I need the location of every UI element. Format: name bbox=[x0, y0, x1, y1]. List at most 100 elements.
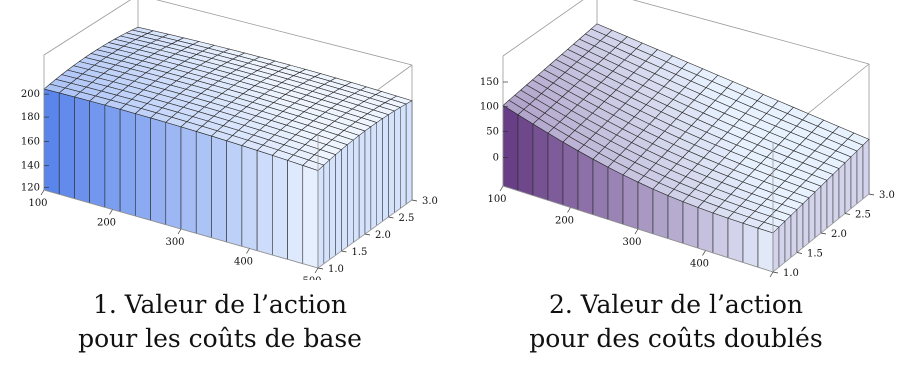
plot1-front-wall-strip bbox=[211, 135, 227, 243]
caption-1-line-1: 1. Valeur de l’action bbox=[92, 290, 348, 319]
plot2-front-wall-strip bbox=[517, 114, 534, 196]
plot2-front-wall-strip bbox=[532, 123, 549, 201]
plot1-side-wall-strip bbox=[317, 164, 325, 269]
plot2-front-wall-strip bbox=[607, 166, 624, 225]
plot2-y-tick-mark bbox=[868, 193, 875, 196]
plot2-front-wall-strip bbox=[577, 150, 594, 216]
caption-1: 1. Valeur de l’action pour les coûts de … bbox=[0, 288, 440, 356]
plot1-side-wall-strip bbox=[388, 110, 395, 218]
plot2-side-wall-strip bbox=[862, 138, 870, 200]
plot1-y-tick-label: 3.0 bbox=[422, 196, 438, 207]
plot1-side-wall-strip bbox=[405, 100, 413, 205]
plot1-front-wall-strip bbox=[58, 92, 75, 200]
plot1-front-wall-strip bbox=[135, 113, 151, 221]
caption-2: 2. Valeur de l’action pour des coûts dou… bbox=[455, 288, 897, 356]
plot2-side-wall-strip bbox=[838, 162, 846, 219]
plot2-front-wall-strip bbox=[697, 207, 714, 254]
plot2-side-wall-strip bbox=[820, 179, 828, 234]
plot1-x-tick-label: 400 bbox=[234, 257, 253, 268]
plot1-side-wall-strip bbox=[323, 159, 330, 265]
plot2-front-wall-strip bbox=[592, 158, 609, 220]
plot1-x-tick-mark bbox=[246, 248, 250, 254]
plot1-x-tick-label: 300 bbox=[165, 237, 184, 248]
plot2-x-tick-label: 400 bbox=[690, 259, 709, 270]
caption-1-line-2: pour les coûts de base bbox=[78, 324, 362, 353]
plot2-front-wall-strip bbox=[622, 174, 639, 230]
plot2-z-tick-label: 50 bbox=[486, 126, 499, 137]
plot2-side-wall-strip bbox=[784, 214, 792, 263]
plot2-y-tick-label: 2.5 bbox=[855, 210, 871, 221]
plot1-front-wall-strip bbox=[272, 154, 288, 260]
plot1-y-tick-label: 2.5 bbox=[399, 213, 415, 224]
plot2-box-edge-top-left bbox=[502, 0, 584, 57]
plot1-y-tick-mark bbox=[411, 199, 418, 202]
plot1-x-tick-mark bbox=[109, 209, 113, 215]
plot2-side-wall-strip bbox=[814, 185, 822, 239]
plot2-z-tick-label: 150 bbox=[480, 77, 499, 88]
plot2-front-wall-strip bbox=[757, 227, 774, 273]
plot2-x-tick-label: 200 bbox=[555, 216, 574, 227]
plot2-box-edge-top-back bbox=[632, 0, 870, 65]
plot2-z-tick-label: 100 bbox=[480, 102, 499, 113]
plot2-x-tick-mark bbox=[769, 271, 774, 278]
plot1-x-tick-mark bbox=[314, 267, 319, 274]
plot2-x-tick-mark bbox=[634, 228, 639, 235]
plot1-y-tick-mark bbox=[317, 267, 324, 270]
plot2-front-wall-strip bbox=[682, 201, 699, 249]
plot1-z-tick-label: 200 bbox=[21, 89, 40, 100]
plot2-side-wall-strip bbox=[826, 173, 834, 229]
plot2-y-tick-mark bbox=[796, 252, 803, 254]
plot2-side-wall-strip bbox=[802, 197, 810, 249]
plot1-z-tick-label: 140 bbox=[21, 161, 40, 172]
plot1-side-wall-strip bbox=[370, 122, 377, 231]
plot1-front-wall-strip bbox=[74, 96, 90, 204]
plot2-y-tick-mark bbox=[844, 213, 851, 215]
plot1-side-wall-strip bbox=[394, 107, 401, 214]
plot1-z-tick-label: 180 bbox=[21, 112, 40, 123]
plot1-z-tick-label: 160 bbox=[21, 136, 40, 147]
plot1-box-edge-top-left bbox=[43, 0, 131, 56]
plot2-y-tick-label: 3.0 bbox=[879, 190, 895, 201]
plot1-side-wall-strip bbox=[341, 144, 348, 252]
plot1-front-wall-strip bbox=[119, 108, 136, 217]
plot2-side-wall-strip bbox=[844, 156, 852, 215]
plot1-z-tick-label: 120 bbox=[21, 182, 40, 193]
surface-plot-2: 0501001501002003004005001.01.52.02.53.0 bbox=[480, 0, 895, 279]
plot1-side-wall-strip bbox=[353, 134, 360, 243]
plot1-y-tick-mark bbox=[388, 216, 394, 219]
plot2-y-tick-label: 1.5 bbox=[807, 249, 823, 260]
plot1-front-wall-strip bbox=[104, 104, 121, 213]
plot1-y-tick-label: 1.0 bbox=[328, 264, 344, 275]
plot1-front-wall-strip bbox=[195, 131, 212, 239]
plot2-front-wall-strip bbox=[547, 132, 564, 206]
plot1-front-wall-strip bbox=[287, 159, 304, 265]
plot2-front-wall-strip bbox=[502, 104, 519, 192]
plot1-x-tick-label: 500 bbox=[302, 276, 321, 280]
plot1-front-wall-strip bbox=[165, 121, 182, 230]
plot2-x-tick-mark bbox=[702, 250, 706, 256]
plot1-side-wall-strip bbox=[358, 130, 366, 239]
plot1-y-tick-label: 1.5 bbox=[352, 247, 368, 258]
plot2-front-wall-strip bbox=[667, 195, 684, 244]
plot2-side-wall-strip bbox=[832, 168, 840, 224]
plot2-y-tick-label: 1.0 bbox=[783, 268, 799, 279]
plot2-side-wall-strip bbox=[850, 150, 858, 210]
plot2-side-wall-strip bbox=[808, 191, 816, 244]
plot1-x-tick-mark bbox=[177, 228, 182, 235]
plot2-side-wall-strip bbox=[796, 203, 804, 254]
plot1-box-edge-top-back bbox=[155, 0, 413, 66]
plot2-x-tick-label: 100 bbox=[487, 194, 506, 205]
surface-plot-panel-2: 0501001501002003004005001.01.52.02.53.0 … bbox=[455, 0, 897, 365]
plot1-side-wall-strip bbox=[376, 118, 383, 226]
plot1-side-wall-strip bbox=[364, 126, 372, 235]
plot1-y-tick-mark bbox=[341, 250, 347, 253]
plot2-side-wall-strip bbox=[772, 226, 780, 273]
plot1-y-tick-label: 2.0 bbox=[375, 230, 391, 241]
plot1-front-wall-strip bbox=[89, 100, 106, 208]
plot1-x-tick-label: 100 bbox=[28, 198, 47, 209]
plot1-side-wall-strip bbox=[382, 114, 389, 222]
plot2-y-tick-mark bbox=[820, 232, 827, 235]
plot1-y-tick-mark bbox=[364, 233, 371, 236]
plot1-front-wall-strip bbox=[226, 140, 243, 247]
plot2-front-wall-strip bbox=[727, 217, 744, 263]
